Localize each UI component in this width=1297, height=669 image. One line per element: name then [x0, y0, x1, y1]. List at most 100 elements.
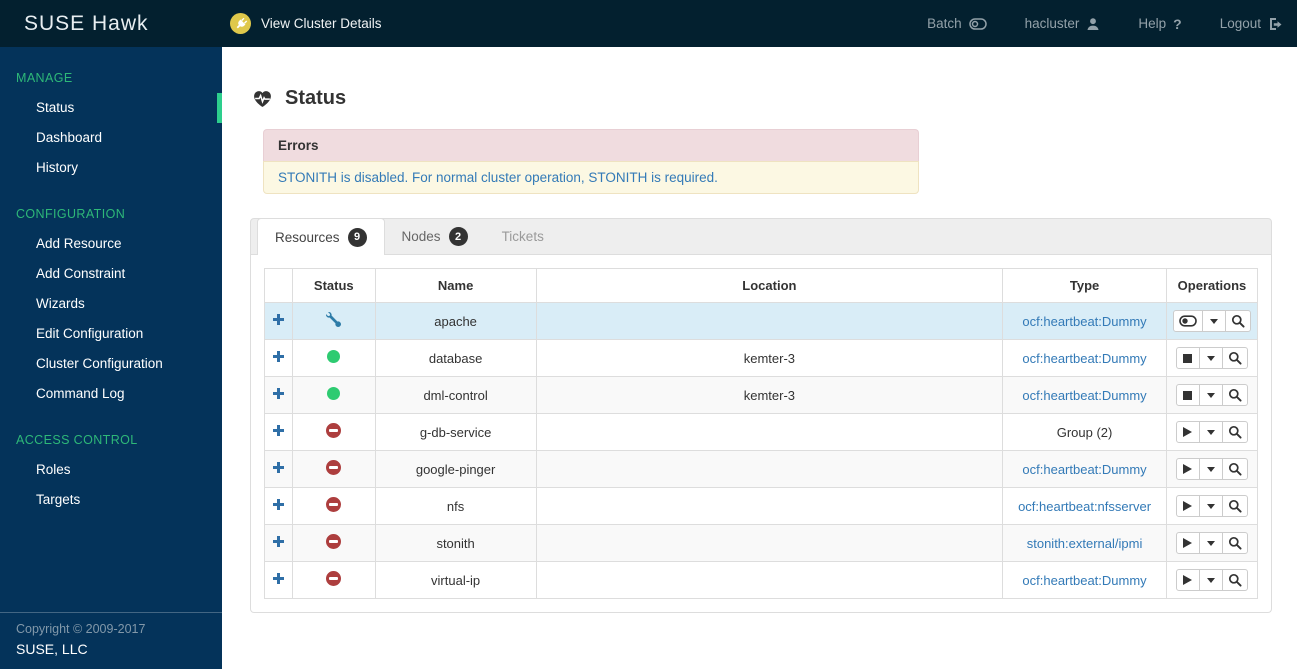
resource-details-button[interactable]	[1224, 310, 1251, 332]
resource-details-button[interactable]	[1221, 458, 1248, 480]
plus-icon	[272, 462, 284, 473]
start-resource-button[interactable]	[1175, 532, 1200, 554]
resource-details-button[interactable]	[1221, 347, 1248, 369]
caret-down-icon	[1209, 318, 1218, 324]
plus-icon	[272, 351, 284, 362]
table-row: stonith stonith:external/ipmi	[264, 524, 1259, 562]
question-icon: ?	[1173, 15, 1182, 32]
operations-dropdown-button[interactable]	[1198, 532, 1223, 554]
resource-details-button[interactable]	[1221, 384, 1248, 406]
search-icon	[1228, 499, 1242, 513]
resource-type-link[interactable]: stonith:external/ipmi	[1026, 535, 1143, 551]
copyright-line: Copyright © 2009-2017	[16, 622, 146, 636]
expand-row-button[interactable]	[272, 313, 285, 326]
sidebar-item-add-constraint[interactable]: Add Constraint	[36, 266, 126, 281]
sidebar-item-cluster-configuration[interactable]: Cluster Configuration	[36, 356, 163, 371]
stop-resource-button[interactable]	[1175, 347, 1200, 369]
expand-row-button[interactable]	[272, 424, 285, 437]
app-logo: SUSE Hawk	[24, 11, 149, 35]
expand-row-button[interactable]	[272, 572, 285, 585]
expand-row-button[interactable]	[272, 461, 285, 474]
tab-resources[interactable]: Resources 9	[257, 218, 385, 255]
tab-tickets-label: Tickets	[501, 229, 544, 244]
table-row: nfs ocf:heartbeat:nfsserver	[264, 487, 1259, 525]
resource-type-link[interactable]: ocf:heartbeat:Dummy	[1022, 572, 1147, 588]
resource-type-link[interactable]: ocf:heartbeat:Dummy	[1022, 350, 1147, 366]
resources-tab-content: Status Name Location Type Operations apa…	[250, 255, 1272, 613]
toggle-icon	[968, 17, 987, 30]
start-resource-button[interactable]	[1175, 458, 1200, 480]
stopped-status-icon	[326, 497, 342, 512]
resource-details-button[interactable]	[1221, 532, 1248, 554]
sidebar-item-roles[interactable]: Roles	[36, 462, 71, 477]
user-menu-button[interactable]: hacluster	[1025, 16, 1101, 31]
operations-dropdown-button[interactable]	[1198, 421, 1223, 443]
resource-name: apache	[374, 302, 537, 340]
manage-resource-button[interactable]	[1172, 310, 1203, 332]
caret-down-icon	[1206, 503, 1215, 509]
resource-name: stonith	[374, 524, 537, 562]
help-label: Help	[1138, 16, 1167, 31]
section-title-access-control: ACCESS CONTROL	[16, 433, 138, 447]
sidebar-item-add-resource[interactable]: Add Resource	[36, 236, 122, 251]
sidebar-item-command-log[interactable]: Command Log	[36, 386, 125, 401]
table-header-row: Status Name Location Type Operations	[264, 268, 1259, 303]
resource-type-link[interactable]: ocf:heartbeat:Dummy	[1022, 387, 1147, 403]
stopped-status-icon	[326, 534, 342, 549]
resource-location	[535, 561, 1004, 599]
view-cluster-details-link[interactable]: View Cluster Details	[230, 13, 382, 34]
play-icon	[1183, 538, 1193, 548]
stop-resource-button[interactable]	[1175, 384, 1200, 406]
resource-status-cell	[291, 487, 376, 525]
resource-status-cell	[291, 376, 376, 414]
batch-button[interactable]: Batch	[927, 16, 987, 31]
operations-dropdown-button[interactable]	[1201, 310, 1226, 332]
sidebar-item-edit-configuration[interactable]: Edit Configuration	[36, 326, 144, 341]
caret-down-icon	[1206, 392, 1215, 398]
resource-location: kemter-3	[535, 376, 1004, 414]
expand-row-button[interactable]	[272, 387, 285, 400]
tab-strip: Resources 9 Nodes 2 Tickets	[250, 218, 1272, 255]
resource-details-button[interactable]	[1221, 421, 1248, 443]
operations-group	[1175, 458, 1248, 480]
resource-details-button[interactable]	[1221, 569, 1248, 591]
help-button[interactable]: Help ?	[1138, 16, 1181, 32]
sidebar-item-targets[interactable]: Targets	[36, 492, 81, 507]
start-resource-button[interactable]	[1175, 569, 1200, 591]
start-resource-button[interactable]	[1175, 495, 1200, 517]
resource-type-link[interactable]: ocf:heartbeat:nfsserver	[1018, 498, 1152, 514]
play-icon	[1183, 575, 1193, 585]
sidebar-item-dashboard[interactable]: Dashboard	[36, 130, 103, 145]
stonith-warning-link[interactable]: STONITH is disabled. For normal cluster …	[263, 161, 919, 194]
stopped-status-icon	[326, 423, 342, 438]
operations-dropdown-button[interactable]	[1198, 347, 1223, 369]
expand-row-button[interactable]	[272, 350, 285, 363]
topbar-menu: Batch hacluster Help ? Logout	[927, 16, 1297, 32]
table-row: google-pinger ocf:heartbeat:Dummy	[264, 450, 1259, 488]
resource-type-link[interactable]: ocf:heartbeat:Dummy	[1022, 461, 1147, 477]
logout-button[interactable]: Logout	[1220, 16, 1283, 31]
start-resource-button[interactable]	[1175, 421, 1200, 443]
expand-row-button[interactable]	[272, 535, 285, 548]
operations-dropdown-button[interactable]	[1198, 495, 1223, 517]
expand-column-header	[264, 268, 293, 303]
play-icon	[1183, 501, 1193, 511]
search-icon	[1231, 314, 1245, 328]
operations-group	[1175, 532, 1248, 554]
search-icon	[1228, 536, 1242, 550]
tab-nodes-label: Nodes	[401, 229, 441, 244]
operations-dropdown-button[interactable]	[1198, 569, 1223, 591]
sidebar-item-status[interactable]: Status	[0, 93, 222, 123]
table-row: database kemter-3 ocf:heartbeat:Dummy	[264, 339, 1259, 377]
expand-row-button[interactable]	[272, 498, 285, 511]
operations-dropdown-button[interactable]	[1198, 458, 1223, 480]
resource-status-cell	[291, 339, 376, 377]
tab-tickets[interactable]: Tickets	[485, 219, 561, 254]
sidebar-item-wizards[interactable]: Wizards	[36, 296, 85, 311]
resource-type-link[interactable]: ocf:heartbeat:Dummy	[1022, 313, 1147, 329]
operations-dropdown-button[interactable]	[1198, 384, 1223, 406]
sidebar-item-history[interactable]: History	[36, 160, 79, 175]
resource-details-button[interactable]	[1221, 495, 1248, 517]
search-icon	[1228, 573, 1242, 587]
tab-nodes[interactable]: Nodes 2	[385, 219, 485, 254]
